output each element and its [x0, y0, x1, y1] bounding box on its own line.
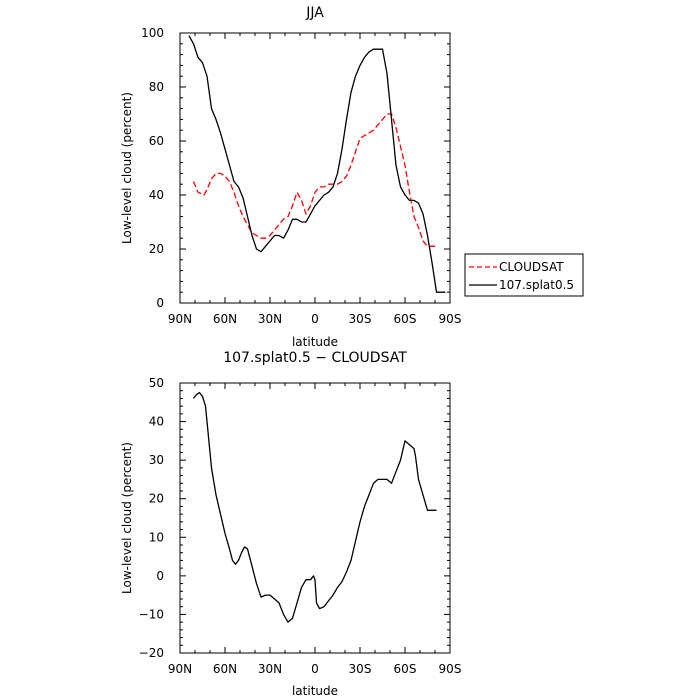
y-tick-label: 60	[149, 134, 164, 148]
x-tick-label: 60S	[394, 662, 417, 676]
x-tick-label: 30S	[349, 662, 372, 676]
y-axis-title: Low-level cloud (percent)	[120, 92, 134, 244]
y-tick-label: 0	[156, 569, 164, 583]
x-tick-label: 30N	[258, 312, 282, 326]
x-tick-label: 0	[311, 662, 319, 676]
y-tick-label: 100	[141, 26, 164, 40]
y-tick-label: 50	[149, 376, 164, 390]
x-tick-label: 90S	[439, 662, 462, 676]
y-tick-label: 20	[149, 492, 164, 506]
y-tick-label: 40	[149, 415, 164, 429]
x-axis-title: latitude	[292, 684, 338, 698]
y-axis-title: Low-level cloud (percent)	[120, 442, 134, 594]
x-tick-label: 60S	[394, 312, 417, 326]
y-tick-label: −20	[139, 646, 164, 660]
bottom-chart-difference: 90N 60N 30N 0 30S 60S 90S −20 −10 0 10 20 30 40 50 107.…	[120, 350, 461, 698]
chart-title: JJA	[305, 5, 324, 21]
y-tick-label: 80	[149, 80, 164, 94]
x-axis-title: latitude	[292, 335, 338, 349]
series-line-cloudsat	[192, 113, 437, 247]
x-tick-label: 0	[311, 312, 319, 326]
plot-frame	[179, 382, 451, 654]
top-chart-jja: 90N 60N 30N 0 30S 60S 90S 0 20 40 60 80 100 JJA latitu…	[120, 5, 461, 349]
y-tick-label: −10	[139, 607, 164, 621]
y-tick-label: 0	[156, 296, 164, 310]
x-tick-label: 60N	[213, 312, 237, 326]
legend-box	[464, 253, 584, 297]
x-tick-label: 60N	[213, 662, 237, 676]
x-tick-label: 90N	[168, 312, 192, 326]
series-line-107-splat0-5	[188, 35, 446, 293]
chart-title: 107.splat0.5 − CLOUDSAT	[223, 350, 407, 366]
legend-label-cloudsat: CLOUDSAT	[499, 260, 564, 274]
plot-frame	[179, 32, 451, 304]
y-tick-label: 20	[149, 242, 164, 256]
y-tick-label: 30	[149, 453, 164, 467]
legend-label-107-splat0-5: 107.splat0.5	[499, 278, 574, 292]
x-tick-label: 30S	[349, 312, 372, 326]
x-tick-label: 30N	[258, 662, 282, 676]
x-tick-label: 90S	[439, 312, 462, 326]
series-line-difference	[192, 391, 437, 623]
y-tick-label: 10	[149, 530, 164, 544]
y-tick-label: 40	[149, 188, 164, 202]
x-tick-label: 90N	[168, 662, 192, 676]
legend: CLOUDSAT 107.splat0.5	[464, 253, 584, 297]
